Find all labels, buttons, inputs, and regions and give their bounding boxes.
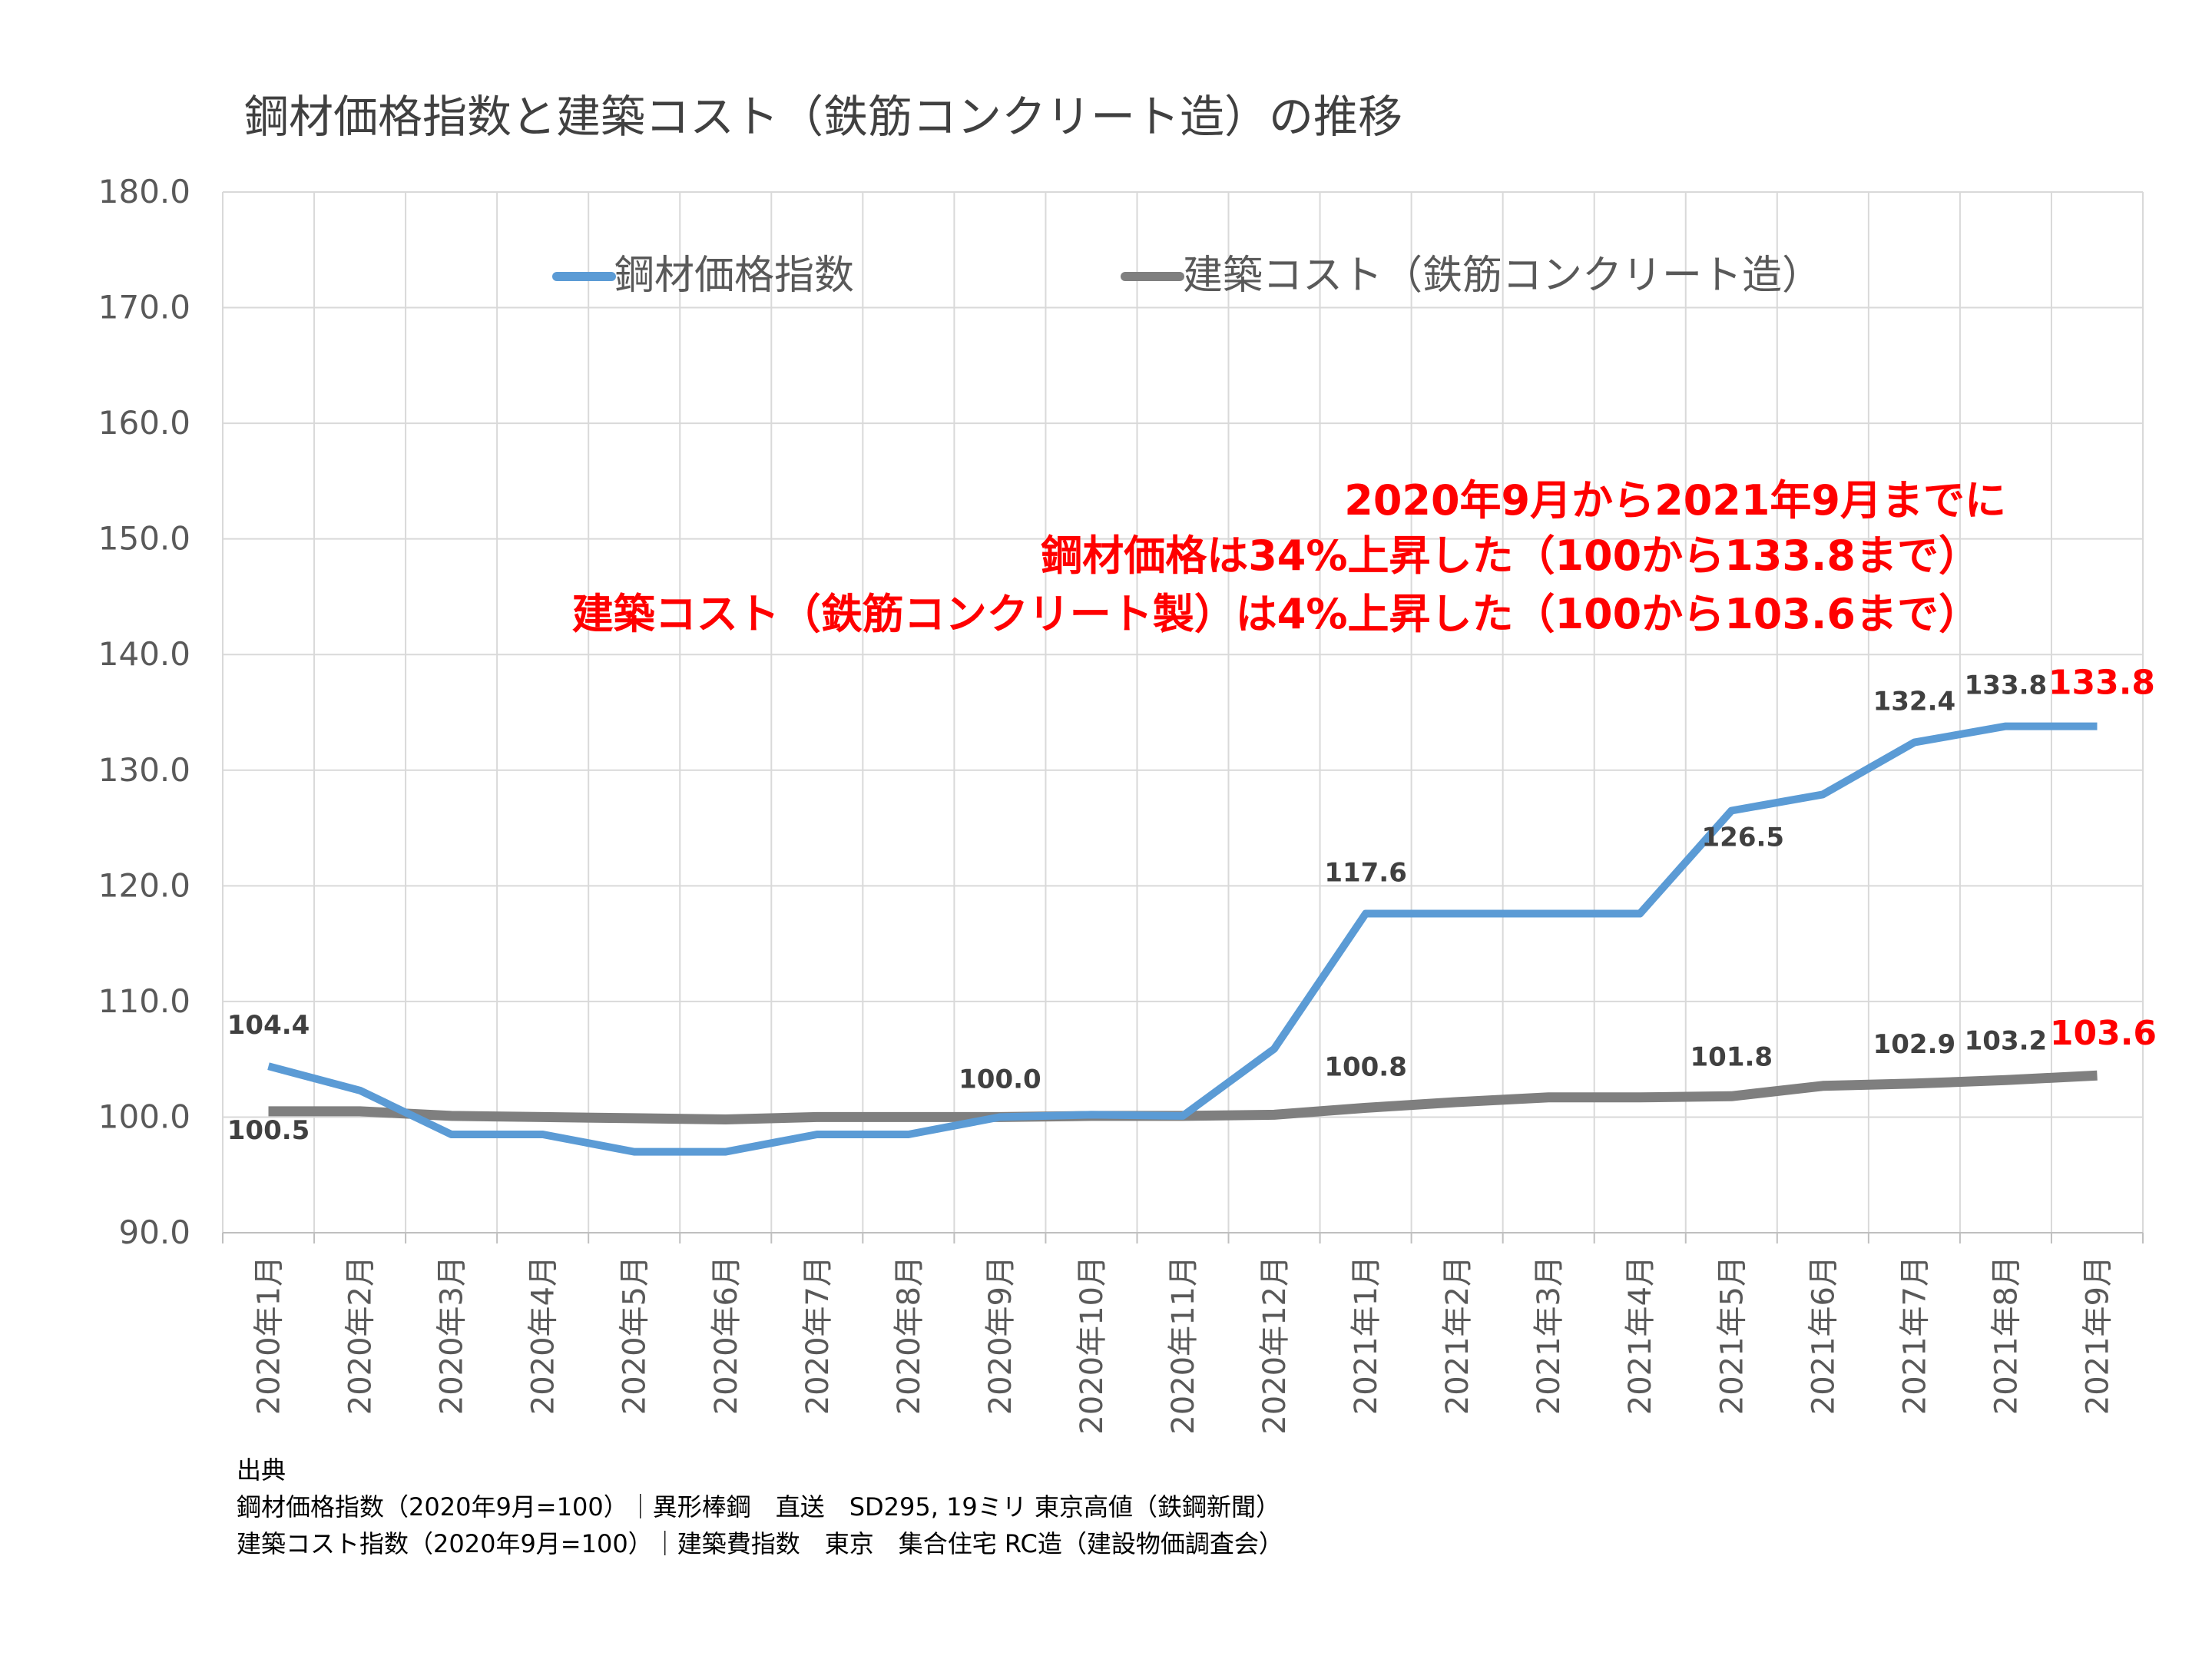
data-label: 100.5 xyxy=(227,1115,310,1146)
data-label: 132.4 xyxy=(1873,687,1956,717)
data-label: 103.2 xyxy=(1965,1025,2048,1056)
legend-label-steel: 鋼材価格指数 xyxy=(614,253,854,299)
x-tick-label: 2020年3月 xyxy=(435,1256,470,1415)
x-tick-label: 2021年9月 xyxy=(2080,1256,2115,1415)
y-axis-tick-labels: 90.0 100.0 110.0 120.0 130.0 140.0 150.0 160.0 1… xyxy=(98,173,190,1251)
x-tick-label: 2020年5月 xyxy=(618,1256,653,1415)
x-tick-label: 2021年3月 xyxy=(1532,1256,1567,1415)
series-lines xyxy=(267,722,2098,1156)
y-tick-label: 120.0 xyxy=(98,866,190,904)
y-tick-label: 170.0 xyxy=(98,289,190,326)
data-label: 133.8 xyxy=(1965,671,2048,701)
x-tick-label: 2020年10月 xyxy=(1075,1256,1110,1435)
y-tick-label: 160.0 xyxy=(98,404,190,442)
x-tick-label: 2020年1月 xyxy=(252,1256,287,1415)
x-tick-label: 2020年4月 xyxy=(526,1256,561,1415)
x-tick-label: 2020年12月 xyxy=(1257,1256,1293,1435)
x-tick-label: 2021年6月 xyxy=(1806,1256,1841,1415)
y-tick-label: 180.0 xyxy=(98,173,190,210)
data-label: 101.8 xyxy=(1690,1041,1773,1072)
data-labels: 104.4 100.5 100.0 117.6 100.8 126.5 101.8 132.4… xyxy=(227,664,2157,1146)
source-line-2: 建築コスト指数（2020年9月=100）｜建築費指数 東京 集合住宅 RC造（建… xyxy=(237,1529,1283,1558)
annotation-block: 2020年9月から2021年9月までに 鋼材価格は34%上昇した（100から13… xyxy=(572,476,2006,638)
y-tick-label: 110.0 xyxy=(98,982,190,1020)
x-tick-label: 2021年5月 xyxy=(1714,1256,1750,1415)
x-tick-label: 2020年8月 xyxy=(892,1256,927,1415)
x-tick-label: 2020年9月 xyxy=(983,1256,1018,1415)
chart-title: 鋼材価格指数と建築コスト（鉄筋コンクリート造）の推移 xyxy=(244,91,1402,143)
data-label: 126.5 xyxy=(1702,822,1785,853)
source-line-1: 鋼材価格指数（2020年9月=100）｜異形棒鋼 直送 SD295, 19ミリ … xyxy=(237,1492,1280,1522)
x-tick-label: 2020年11月 xyxy=(1166,1256,1201,1435)
x-tick-label: 2021年1月 xyxy=(1349,1256,1384,1415)
legend-label-construction: 建築コスト（鉄筋コンクリート造） xyxy=(1183,253,1822,299)
x-tick-label: 2020年7月 xyxy=(800,1256,836,1415)
x-axis-tick-labels: 2020年1月 2020年2月 2020年3月 2020年4月 2020年5月 2020年… xyxy=(252,1256,2116,1435)
data-label: 102.9 xyxy=(1873,1029,1956,1060)
source-notes: 出典 鋼材価格指数（2020年9月=100）｜異形棒鋼 直送 SD295, 19… xyxy=(237,1455,1283,1558)
data-label: 100.0 xyxy=(959,1064,1041,1094)
data-label: 103.6 xyxy=(2050,1014,2157,1053)
source-heading: 出典 xyxy=(237,1455,286,1485)
x-tick-label: 2020年6月 xyxy=(709,1256,744,1415)
data-label: 104.4 xyxy=(227,1010,310,1041)
data-label: 117.6 xyxy=(1324,857,1407,888)
series-line-steel-price-index xyxy=(267,722,2098,1156)
gridlines xyxy=(222,191,2144,1243)
annotation-line-3: 建築コスト（鉄筋コンクリート製）は4%上昇した（100から103.6まで） xyxy=(572,590,1980,638)
data-label: 133.8 xyxy=(2048,664,2155,703)
legend: 鋼材価格指数 建築コスト（鉄筋コンクリート造） xyxy=(552,253,1822,299)
y-tick-label: 140.0 xyxy=(98,635,190,673)
annotation-line-2: 鋼材価格は34%上昇した（100から133.8まで） xyxy=(1041,531,1980,580)
annotation-line-1: 2020年9月から2021年9月までに xyxy=(1344,476,2006,525)
x-tick-label: 2020年2月 xyxy=(343,1256,379,1415)
x-tick-label: 2021年2月 xyxy=(1440,1256,1475,1415)
y-tick-label: 100.0 xyxy=(98,1098,190,1135)
x-tick-label: 2021年8月 xyxy=(1988,1256,2024,1415)
y-tick-label: 150.0 xyxy=(98,520,190,558)
x-tick-label: 2021年7月 xyxy=(1897,1256,1932,1415)
data-label: 100.8 xyxy=(1324,1051,1407,1082)
x-tick-label: 2021年4月 xyxy=(1623,1256,1658,1415)
y-tick-label: 90.0 xyxy=(118,1214,190,1251)
y-tick-label: 130.0 xyxy=(98,751,190,789)
